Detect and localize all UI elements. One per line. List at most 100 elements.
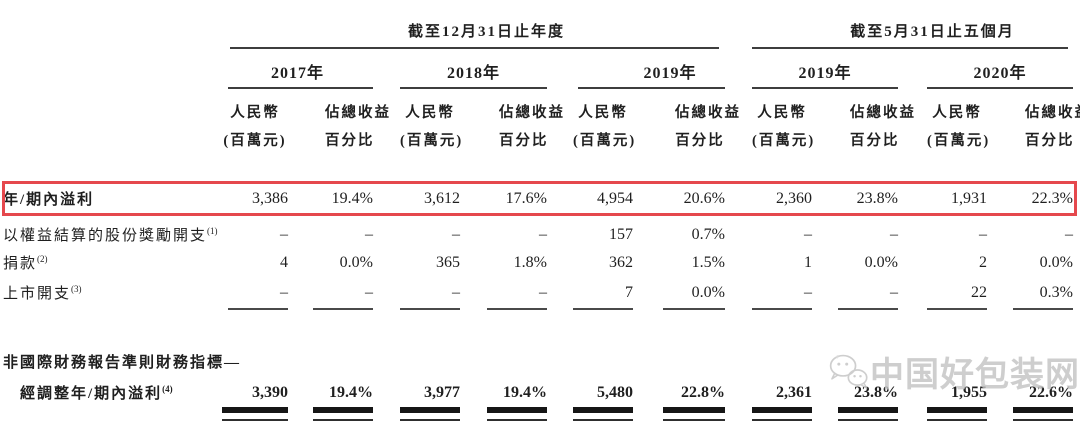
- row-label: 捐款(2): [0, 254, 222, 273]
- group-header-annual: 截至12月31日止年度: [407, 24, 565, 40]
- rule: [838, 407, 898, 413]
- cell-value: –: [1065, 226, 1073, 243]
- cell-value: –: [365, 284, 373, 301]
- year-2019: 2019年: [643, 65, 697, 82]
- header-rmb-unit: (百萬元): [752, 132, 816, 149]
- rule: [573, 308, 633, 310]
- cell-value: 22.6%: [1029, 384, 1073, 401]
- cell-value: 2: [979, 254, 987, 271]
- header-rmb: 人民幣: [230, 104, 280, 121]
- unit-header-row-1: 人民幣 佔總收益 人民幣 佔總收益 人民幣 佔總收益 人民幣 佔總收益 人民幣 …: [0, 100, 1080, 122]
- cell-value: 19.4%: [503, 384, 547, 401]
- header-rmb: 人民幣: [578, 104, 628, 121]
- cell-value: –: [452, 226, 460, 243]
- rule: [663, 419, 725, 421]
- group-header-row: 截至12月31日止年度 截至5月31日止五個月: [0, 21, 1080, 43]
- cell-value: 17.6%: [505, 190, 547, 207]
- cell-value: –: [890, 284, 898, 301]
- row-label: 上市開支(3): [0, 284, 222, 303]
- rule: [313, 308, 373, 310]
- cell-value: 1: [804, 254, 812, 271]
- header-pct-unit: 百分比: [850, 132, 900, 149]
- rule: [927, 308, 987, 310]
- row-label-text: 捐款: [3, 255, 38, 272]
- year-header-rules: [0, 87, 1080, 89]
- cell-value: 20.6%: [683, 190, 725, 207]
- rule-year-2020-5m: [927, 87, 1073, 89]
- row-label-text: 以權益結算的股份獎勵開支: [3, 227, 208, 244]
- cell-value: –: [280, 226, 288, 243]
- table-row-profit: 年/期內溢利 3,386 19.4% 3,612 17.6% 4,954 20.…: [0, 187, 1080, 211]
- highlight-annotation-box: [2, 181, 1077, 216]
- cell-value: 1,931: [951, 190, 987, 207]
- cell-value: 4: [280, 254, 288, 271]
- header-rmb: 人民幣: [757, 104, 807, 121]
- rule: [487, 419, 547, 421]
- cell-value: 7: [625, 284, 633, 301]
- rule: [927, 407, 987, 413]
- cell-value: –: [280, 284, 288, 301]
- header-rmb: 人民幣: [932, 104, 982, 121]
- rule: [487, 308, 547, 310]
- cell-value: 22.8%: [681, 384, 725, 401]
- header-pct-unit: 百分比: [325, 132, 375, 149]
- rule-group-five-months: [752, 47, 1068, 49]
- cell-value: –: [979, 226, 987, 243]
- rule: [838, 308, 898, 310]
- cell-value: 0.0%: [691, 284, 725, 301]
- year-2020-5m: 2020年: [973, 65, 1027, 82]
- cell-value: 3,977: [424, 384, 460, 401]
- cell-value: 22.3%: [1031, 190, 1073, 207]
- rule: [752, 407, 812, 413]
- cell-value: 19.4%: [331, 190, 373, 207]
- rule: [838, 419, 898, 421]
- rule: [1013, 419, 1073, 421]
- header-pct: 佔總收益: [1025, 104, 1080, 121]
- cell-value: 157: [609, 226, 633, 243]
- cell-value: 0.0%: [864, 254, 898, 271]
- rule: [1013, 308, 1073, 310]
- total-thick-rules: [0, 407, 1080, 413]
- cell-value: 362: [609, 254, 633, 271]
- cell-value: 3,390: [252, 384, 288, 401]
- row-label: 年/期內溢利: [0, 190, 222, 209]
- row-label: 以權益結算的股份獎勵開支(1): [0, 226, 222, 245]
- cell-value: 5,480: [597, 384, 633, 401]
- header-pct: 佔總收益: [499, 104, 565, 121]
- subtotal-rules: [0, 308, 1080, 310]
- cell-value: 365: [436, 254, 460, 271]
- cell-value: –: [452, 284, 460, 301]
- rule-year-2019-5m: [752, 87, 898, 89]
- table-row-adjusted-profit: 經調整年/期內溢利(4) 3,390 19.4% 3,977 19.4% 5,4…: [0, 381, 1080, 405]
- row-label-text: 上市開支: [3, 285, 72, 302]
- cell-value: 22: [971, 284, 987, 301]
- cell-value: 23.8%: [854, 384, 898, 401]
- row-footnote-ref: (3): [71, 283, 82, 294]
- cell-value: 2,360: [776, 190, 812, 207]
- header-pct-unit: 百分比: [675, 132, 725, 149]
- rule-year-2018: [400, 87, 547, 89]
- row-label-line1: 非國際財務報告準則財務指標—: [3, 355, 242, 371]
- cell-value: 19.4%: [329, 384, 373, 401]
- table-row-share-award: 以權益結算的股份獎勵開支(1) – – – – 157 0.7% – – – –: [0, 223, 1080, 247]
- header-rmb-unit: (百萬元): [400, 132, 464, 149]
- group-header-five-months: 截至5月31日止五個月: [850, 24, 1015, 40]
- rule: [400, 308, 460, 310]
- row-footnote-ref: (4): [162, 383, 173, 394]
- header-pct-unit: 百分比: [499, 132, 549, 149]
- group-header-rules: [0, 47, 1080, 49]
- cell-value: 1,955: [951, 384, 987, 401]
- cell-value: 0.0%: [1039, 254, 1073, 271]
- row-label-line2: 經調整年/期內溢利(4): [0, 384, 222, 403]
- rule: [222, 419, 288, 421]
- rule: [400, 407, 460, 413]
- cell-value: 0.7%: [691, 226, 725, 243]
- cell-value: –: [890, 226, 898, 243]
- header-pct: 佔總收益: [675, 104, 741, 121]
- table-row-non-ifrs-label: 非國際財務報告準則財務指標—: [0, 351, 1080, 375]
- year-2019-5m: 2019年: [798, 65, 852, 82]
- cell-value: 3,612: [424, 190, 460, 207]
- cell-value: 0.0%: [339, 254, 373, 271]
- cell-value: 23.8%: [856, 190, 898, 207]
